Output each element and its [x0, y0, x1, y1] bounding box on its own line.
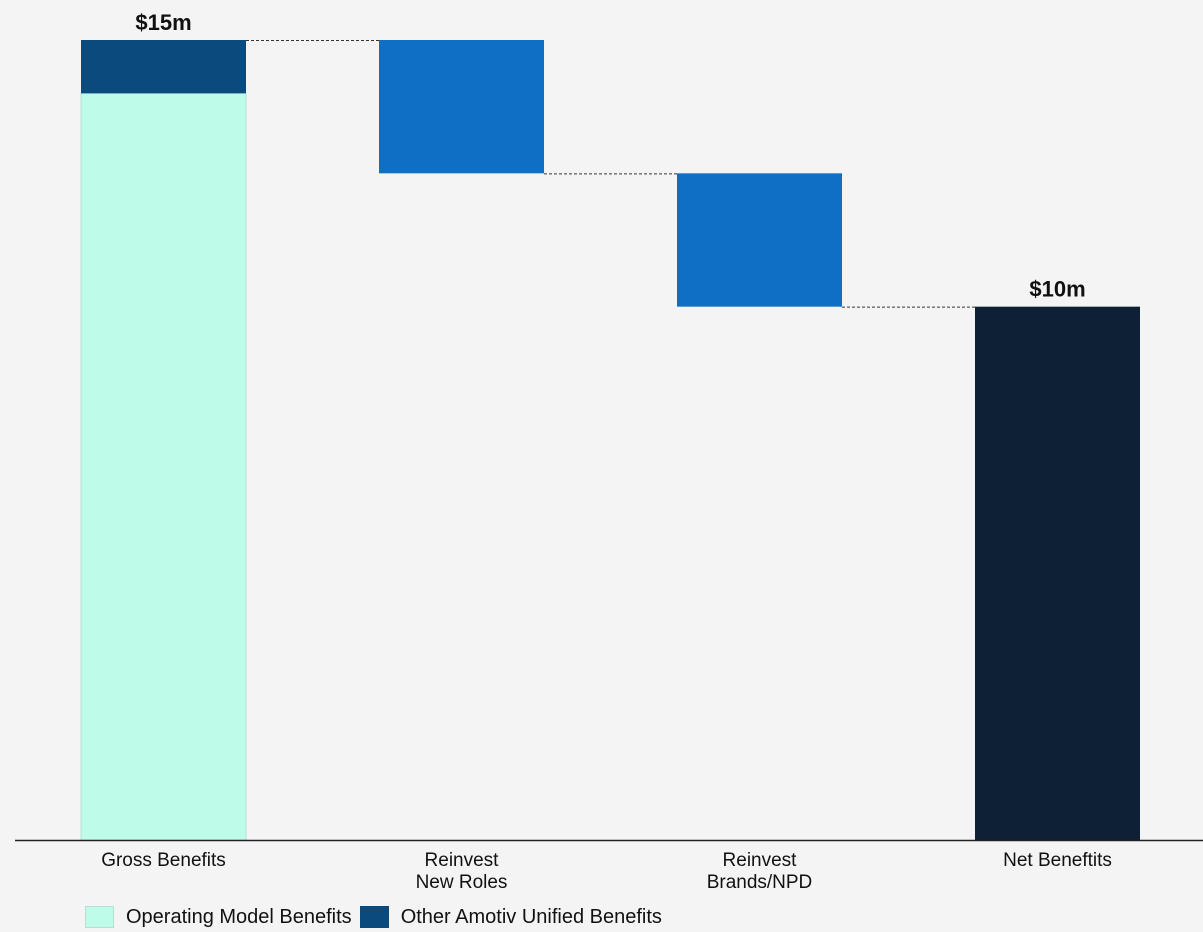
legend-swatch-operating-model-benefits — [85, 906, 114, 928]
category-label-3: Net Beneftits — [1003, 850, 1112, 871]
bar-segment-0-1 — [81, 40, 246, 94]
bar-decrease-2 — [677, 173, 842, 307]
category-label-2: Reinvest Brands/NPD — [707, 850, 813, 893]
category-label-line: Gross Benefits — [101, 850, 226, 871]
bar-value-label-0: $15m — [135, 10, 191, 35]
legend-label-other-amotiv-unified-benefits: Other Amotiv Unified Benefits — [400, 906, 662, 928]
legend-label-operating-model-benefits: Operating Model Benefits — [126, 906, 352, 928]
legend-item-operating-model-benefits: Operating Model Benefits — [85, 906, 352, 928]
category-label-line: Net Beneftits — [1003, 850, 1112, 871]
category-label-0: Gross Benefits — [101, 850, 226, 871]
category-label-line: Brands/NPD — [707, 872, 813, 893]
bar-segment-0-0 — [80, 92, 247, 841]
bar-value-label-3: $10m — [1029, 277, 1085, 302]
category-label-line: Reinvest — [425, 850, 500, 871]
legend-item-other-amotiv-unified-benefits: Other Amotiv Unified Benefits — [359, 906, 662, 928]
category-label-line: New Roles — [416, 872, 508, 893]
legend-swatch-other-amotiv-unified-benefits — [359, 906, 389, 928]
category-label-1: Reinvest New Roles — [416, 850, 508, 893]
category-label-line: Reinvest — [723, 850, 798, 871]
bar-decrease-1 — [379, 40, 544, 174]
chart-legend: Operating Model Benefits Other Amotiv Un… — [85, 906, 670, 928]
bar-total-3 — [975, 306, 1140, 841]
